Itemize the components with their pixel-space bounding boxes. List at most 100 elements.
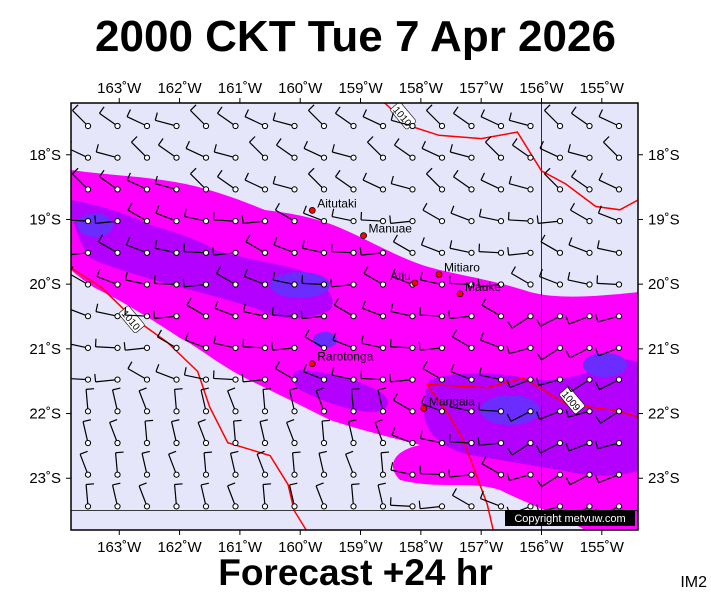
wind-barb	[82, 419, 92, 447]
wind-barb	[291, 451, 301, 478]
wind-barb	[302, 205, 328, 225]
lon-label-bottom: 163˚W	[97, 539, 142, 556]
place-atiu: Atiu	[390, 269, 419, 287]
wind-barb-layer	[71, 104, 623, 519]
wind-barb	[127, 202, 151, 225]
wind-barb	[156, 329, 180, 351]
wind-barb	[544, 167, 564, 193]
lon-label-top: 156˚W	[519, 80, 564, 97]
wind-barb	[302, 364, 328, 383]
wind-barb	[390, 112, 416, 130]
place-mauke: Mauke	[456, 280, 501, 298]
wind-barb	[272, 271, 298, 288]
wind-barb	[567, 144, 593, 161]
wind-barb	[536, 376, 564, 386]
wind-barb	[72, 167, 92, 193]
wind-barb	[426, 167, 446, 193]
wind-barb	[565, 313, 593, 325]
wind-barb	[173, 388, 183, 415]
lon-label-bottom: 161˚W	[218, 539, 263, 556]
wind-barb	[506, 408, 534, 422]
wind-barb	[301, 240, 328, 256]
wind-barb	[71, 343, 92, 351]
wind-barb	[288, 387, 298, 415]
copyright-text: Copyright metvuw.com	[514, 513, 625, 525]
wind-barb	[331, 208, 357, 225]
wind-barb	[216, 106, 239, 130]
wind-barb	[300, 310, 328, 320]
place-marker	[435, 271, 443, 278]
wind-barb	[485, 136, 505, 161]
isobar-line	[71, 267, 307, 530]
wind-barb	[303, 140, 328, 161]
wind-barb	[536, 215, 564, 225]
wind-barb	[304, 329, 328, 351]
wind-barb	[183, 208, 210, 225]
wind-barb	[540, 234, 564, 256]
wind-barb	[131, 136, 151, 161]
wind-barb	[111, 482, 121, 510]
place-manuae: Manuae	[360, 222, 413, 240]
wind-barb	[598, 109, 623, 130]
wind-barb	[271, 307, 298, 320]
wind-barb	[419, 465, 446, 478]
wind-barb	[392, 234, 416, 256]
place-marker	[308, 206, 316, 214]
wind-barb	[138, 387, 151, 415]
wind-barb	[379, 451, 390, 478]
wind-barb	[418, 500, 446, 510]
wind-barb	[568, 237, 593, 256]
wind-barb	[243, 268, 269, 288]
map-code: IM2	[680, 574, 707, 591]
wind-barb	[259, 419, 269, 447]
wind-barb	[98, 169, 121, 193]
wind-barb	[374, 419, 387, 447]
wind-barb	[450, 205, 475, 225]
place-label: Aitutaki	[317, 196, 356, 210]
isobar-line	[426, 383, 494, 530]
place-label: Mauke	[465, 280, 501, 294]
place-label: Rarotonga	[317, 350, 373, 364]
wind-barb	[477, 278, 505, 288]
place-marker	[411, 279, 419, 287]
wind-barb	[393, 138, 416, 161]
wind-barb	[273, 237, 298, 256]
wind-barb	[333, 297, 357, 320]
place-mangaia: Mangaia	[420, 394, 475, 412]
wind-barb	[377, 482, 387, 510]
lon-label-bottom: 155˚W	[580, 539, 625, 556]
lat-label-left: 20˚S	[29, 276, 61, 293]
forecast-label: Forecast +24 hr	[218, 552, 493, 593]
wind-barb	[448, 310, 475, 320]
lon-label-top: 155˚W	[580, 80, 625, 97]
wind-barb	[449, 398, 475, 415]
wind-barb	[241, 215, 269, 225]
wind-barb	[389, 338, 416, 351]
lon-label-top: 157˚W	[459, 80, 504, 97]
wind-barb	[392, 393, 416, 415]
wind-barb	[362, 172, 387, 193]
wind-barb	[479, 490, 505, 510]
wind-barb	[200, 482, 210, 510]
wind-barb	[508, 175, 534, 193]
wind-barb	[244, 172, 269, 193]
wind-barb	[94, 215, 121, 225]
place-label: Manuae	[369, 222, 413, 236]
wind-barb	[389, 497, 416, 510]
wind-barb	[426, 104, 446, 130]
wind-barb	[334, 169, 357, 193]
wind-barb	[274, 361, 298, 383]
wind-barb	[508, 112, 534, 130]
wind-barb	[595, 408, 623, 424]
wind-barb	[362, 109, 387, 130]
wind-barb	[536, 439, 564, 454]
wind-barb	[507, 313, 534, 329]
wind-barb	[595, 376, 623, 391]
wind-barb	[367, 136, 387, 161]
wind-barb	[261, 483, 272, 510]
place-rarotonga: Rarotonga	[308, 350, 374, 368]
wind-barb	[345, 450, 357, 478]
wind-barb	[138, 482, 151, 510]
wind-barb	[200, 387, 210, 415]
axis-ticks: 163˚W 163˚W 162˚W 162˚W 161˚W 161˚W 160˚W 160˚W…	[29, 80, 679, 556]
